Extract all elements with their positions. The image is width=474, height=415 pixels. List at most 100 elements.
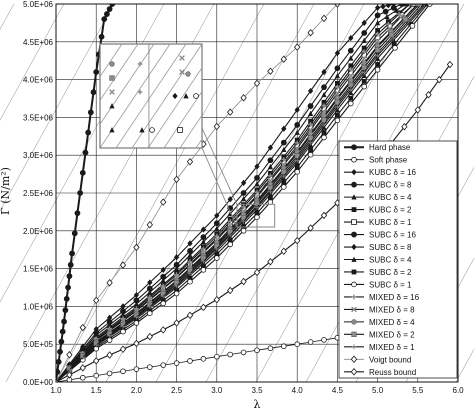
data-point bbox=[187, 271, 193, 277]
data-point bbox=[280, 343, 287, 350]
y-tick-label: 2.5E+06 bbox=[23, 189, 54, 198]
data-point bbox=[214, 233, 220, 239]
data-point bbox=[321, 103, 327, 109]
data-point bbox=[335, 80, 340, 86]
legend-entry: SUBC δ = 16 bbox=[369, 231, 416, 240]
legend-marker bbox=[350, 368, 358, 376]
inset-curve bbox=[147, 67, 202, 148]
data-point bbox=[120, 368, 126, 375]
legend-marker bbox=[351, 156, 357, 163]
y-tick-label: 5.0E+06 bbox=[23, 0, 54, 9]
y-axis-label: Γ (N/m²) bbox=[0, 167, 12, 215]
data-point bbox=[227, 219, 233, 224]
axes bbox=[55, 3, 459, 383]
data-point bbox=[241, 204, 246, 210]
x-tick-labels: 1.0 1.5 2.0 2.5 3.0 3.5 4.0 4.5 5.0 5.5 6.0 bbox=[50, 386, 464, 395]
data-point bbox=[348, 34, 354, 42]
inset-marker bbox=[177, 127, 183, 133]
data-point bbox=[374, 4, 381, 11]
data-point bbox=[133, 366, 140, 372]
data-point bbox=[160, 266, 166, 273]
legend-entry: MIXED δ = 8 bbox=[369, 305, 415, 314]
legend-entry: Soft phase bbox=[369, 156, 408, 165]
inset-marker bbox=[172, 92, 178, 100]
inset-marker bbox=[137, 61, 143, 67]
data-point bbox=[227, 108, 234, 116]
legend-entry: KUBC δ = 16 bbox=[369, 168, 416, 177]
inset-marker bbox=[193, 93, 199, 99]
series-line bbox=[56, 4, 338, 382]
legend-entry: KUBC δ = 4 bbox=[369, 193, 412, 202]
data-point bbox=[321, 99, 327, 105]
data-point bbox=[227, 196, 233, 203]
legend-entry: MIXED δ = 1 bbox=[369, 343, 415, 352]
data-point bbox=[308, 147, 313, 153]
zoom-callout-line bbox=[201, 147, 238, 228]
x-tick-label: 3.5 bbox=[251, 386, 263, 395]
data-point bbox=[388, 32, 395, 38]
legend-entry: SUBC δ = 2 bbox=[369, 268, 412, 277]
data-point bbox=[106, 314, 113, 321]
data-point bbox=[335, 112, 340, 118]
data-point bbox=[334, 106, 341, 113]
data-point bbox=[321, 130, 327, 135]
data-point bbox=[67, 261, 74, 268]
legend: Hard phase Soft phase KUBC δ = 16 KUBC δ = … bbox=[338, 140, 458, 379]
data-point bbox=[173, 360, 180, 366]
data-point bbox=[321, 134, 327, 141]
diagonal-grid-line bbox=[55, 3, 265, 383]
data-point bbox=[56, 369, 61, 375]
data-point bbox=[65, 284, 71, 291]
data-point bbox=[294, 137, 300, 143]
data-point bbox=[321, 84, 327, 91]
data-point bbox=[160, 293, 166, 299]
data-point bbox=[254, 347, 260, 354]
data-point bbox=[187, 259, 193, 265]
data-point bbox=[66, 351, 73, 359]
data-point bbox=[80, 374, 86, 381]
legend-marker bbox=[351, 181, 357, 188]
y-tick-label: 1.0E+06 bbox=[23, 302, 54, 311]
x-tick-label: 1.0 bbox=[50, 386, 62, 395]
data-point bbox=[173, 254, 180, 261]
data-point bbox=[348, 67, 354, 72]
data-point bbox=[390, 4, 397, 11]
data-point bbox=[321, 68, 327, 76]
legend-entry: Reuss bound bbox=[369, 368, 416, 377]
data-point bbox=[334, 50, 341, 57]
legend-entry: SUBC δ = 4 bbox=[369, 256, 412, 265]
data-point bbox=[385, 21, 391, 27]
data-point bbox=[66, 273, 73, 280]
data-point bbox=[90, 89, 97, 96]
data-point bbox=[120, 328, 126, 335]
data-point bbox=[214, 225, 220, 231]
data-point bbox=[375, 53, 380, 58]
data-point bbox=[374, 42, 381, 49]
legend-marker bbox=[351, 194, 357, 200]
data-point bbox=[385, 19, 391, 25]
data-point bbox=[401, 122, 408, 131]
inset-curve bbox=[100, 44, 155, 125]
data-point bbox=[334, 65, 341, 72]
legend-entry: Hard phase bbox=[369, 143, 411, 152]
legend-marker bbox=[351, 219, 357, 225]
legend-entry: SUBC δ = 8 bbox=[369, 243, 412, 252]
legend-marker bbox=[351, 281, 357, 288]
x-tick-label: 6.0 bbox=[452, 386, 464, 395]
legend-marker bbox=[351, 144, 357, 151]
inset-marker bbox=[109, 75, 115, 81]
legend-marker bbox=[350, 355, 358, 364]
data-point bbox=[294, 158, 300, 163]
x-tick-label: 5.0 bbox=[372, 386, 384, 395]
data-point bbox=[240, 179, 247, 187]
inset-zoom bbox=[99, 43, 276, 228]
series-3 bbox=[56, 4, 405, 382]
data-point bbox=[436, 75, 443, 84]
data-point bbox=[321, 91, 327, 98]
y-tick-labels: 0.0E+00 5.0E+05 1.0E+06 1.5E+06 2.0E+06 2.5E+… bbox=[23, 0, 54, 387]
data-point bbox=[58, 338, 65, 345]
data-point bbox=[392, 45, 398, 51]
data-point bbox=[62, 307, 69, 314]
diagonal-grid-line bbox=[0, 3, 115, 212]
x-tick-label: 5.5 bbox=[412, 386, 424, 395]
